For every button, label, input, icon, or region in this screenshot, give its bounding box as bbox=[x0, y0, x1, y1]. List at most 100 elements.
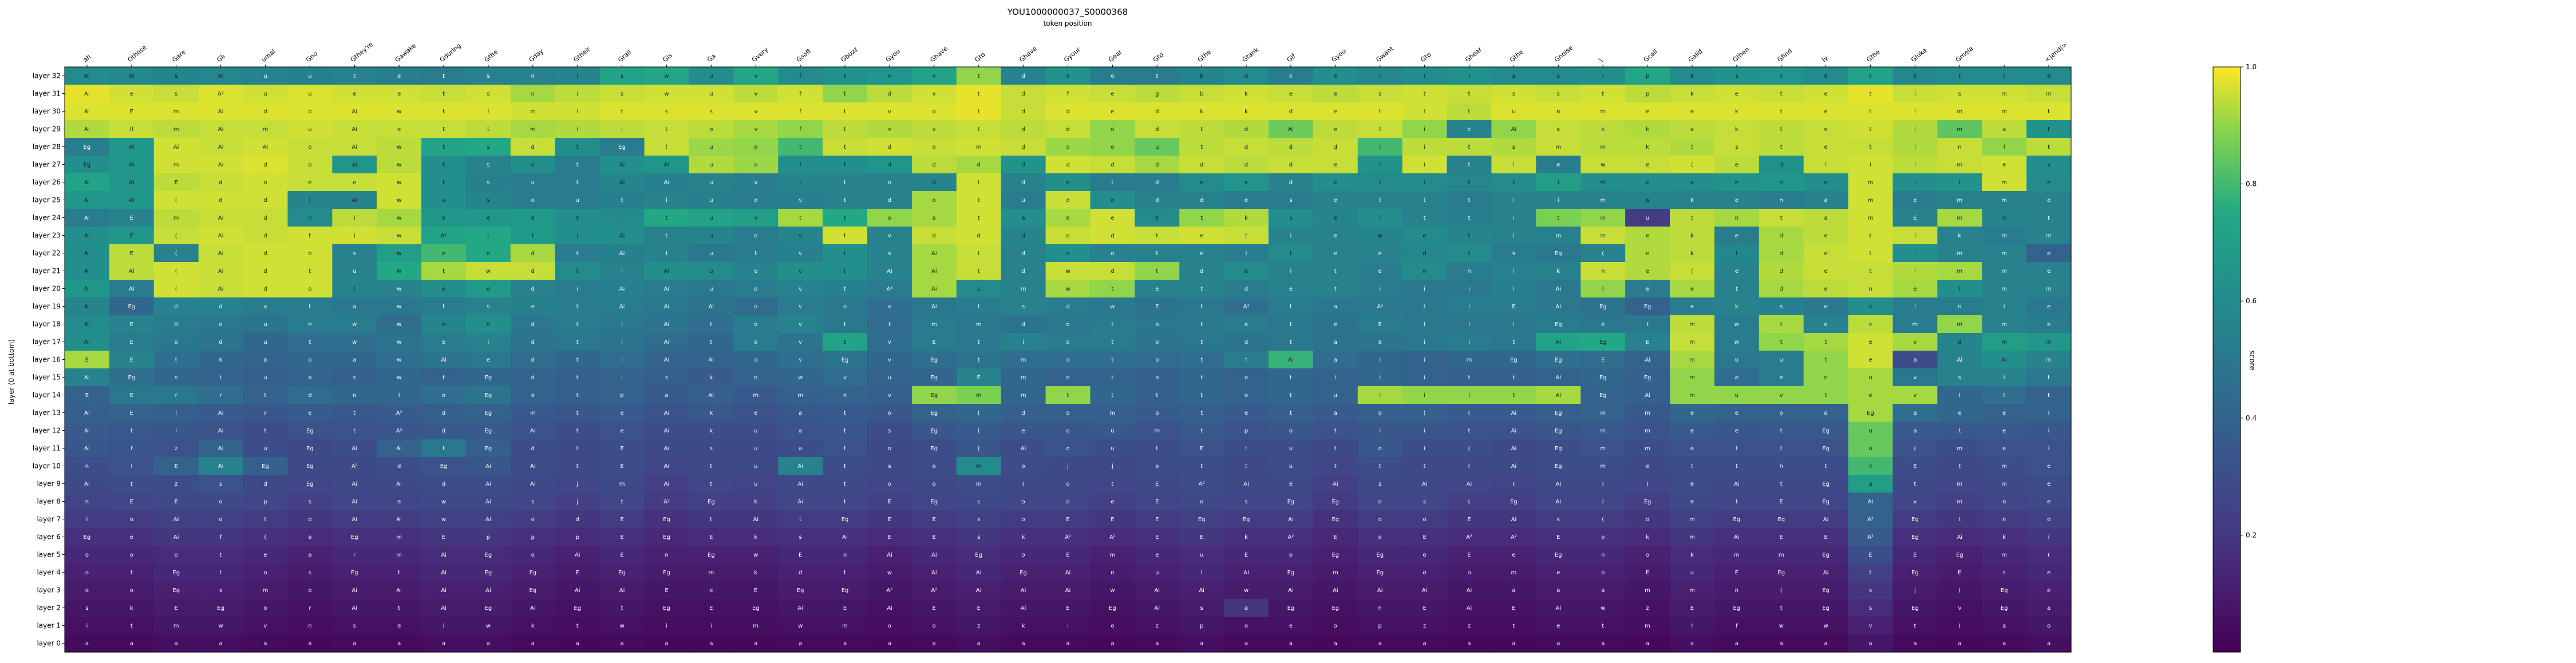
heatmap-cell-label: Ai bbox=[976, 587, 982, 594]
heatmap-cell bbox=[1625, 156, 1670, 174]
heatmap-cell bbox=[555, 563, 600, 582]
heatmap-cell bbox=[377, 475, 422, 493]
heatmap-cell-label: d bbox=[1289, 144, 1293, 150]
heatmap-cell bbox=[956, 85, 1002, 103]
heatmap-cell bbox=[198, 493, 244, 511]
heatmap-cell-label: ( bbox=[978, 410, 980, 416]
heatmap-cell bbox=[1090, 457, 1135, 475]
heatmap-cell bbox=[1848, 262, 1894, 280]
heatmap-cell bbox=[153, 457, 199, 475]
heatmap-cell-label: m bbox=[2001, 91, 2007, 97]
heatmap-cell bbox=[644, 581, 690, 600]
heatmap-cell bbox=[1803, 297, 1849, 316]
heatmap-cell-label: Ai bbox=[709, 392, 714, 399]
heatmap-cell bbox=[1045, 599, 1091, 617]
heatmap-cell-label: w bbox=[1378, 233, 1382, 239]
heatmap-cell bbox=[689, 617, 734, 635]
heatmap-cell bbox=[109, 439, 155, 458]
heatmap-cell bbox=[287, 528, 333, 546]
heatmap-cell bbox=[153, 510, 199, 529]
heatmap-cell bbox=[1937, 120, 1982, 138]
heatmap-cell-label: d bbox=[219, 304, 222, 310]
heatmap-cell bbox=[1313, 404, 1358, 422]
heatmap-cell bbox=[1848, 138, 1894, 156]
heatmap-cell-label: s bbox=[665, 375, 668, 381]
heatmap-cell bbox=[466, 457, 511, 475]
heatmap-cell bbox=[243, 510, 289, 529]
heatmap-cell bbox=[555, 493, 600, 511]
heatmap-cell bbox=[1001, 386, 1046, 404]
heatmap-cell-label: v bbox=[1913, 375, 1917, 381]
heatmap-cell bbox=[1625, 368, 1670, 387]
heatmap-cell-label: Eg bbox=[930, 446, 938, 452]
heatmap-cell bbox=[243, 351, 289, 369]
heatmap-cell-label: t bbox=[1111, 392, 1113, 399]
x-tick-label: Gto bbox=[1152, 51, 1165, 64]
heatmap-cell bbox=[1759, 634, 1804, 653]
heatmap-cell-label: a bbox=[1289, 641, 1293, 647]
heatmap-cell-label: t bbox=[1736, 286, 1738, 292]
heatmap-cell-label: t bbox=[1200, 144, 1203, 150]
heatmap-cell-label: a bbox=[1690, 126, 1694, 133]
heatmap-cell bbox=[1982, 85, 2027, 103]
heatmap-cell-label: t bbox=[666, 126, 668, 133]
heatmap-cell-label: a bbox=[353, 641, 356, 647]
heatmap-cell-label: v bbox=[754, 109, 757, 115]
heatmap-cell-label: ( bbox=[175, 251, 177, 257]
heatmap-cell-label: m bbox=[1645, 410, 1650, 416]
heatmap-cell bbox=[1893, 227, 1938, 245]
heatmap-cell bbox=[109, 617, 155, 635]
heatmap-cell-label: t bbox=[1379, 109, 1381, 115]
heatmap-cell-label: Ai bbox=[485, 499, 491, 505]
heatmap-cell bbox=[1937, 510, 1982, 529]
heatmap-cell-label: Ai bbox=[931, 570, 937, 576]
heatmap-cell bbox=[153, 581, 199, 600]
heatmap-cell bbox=[1581, 634, 1626, 653]
heatmap-cell-label: ( bbox=[1468, 410, 1471, 416]
heatmap-cell-label: i bbox=[1424, 446, 1425, 452]
heatmap-cell bbox=[1848, 617, 1894, 635]
heatmap-cell bbox=[1714, 493, 1760, 511]
heatmap-cell-label: l bbox=[1914, 162, 1916, 168]
heatmap-cell bbox=[1224, 634, 1269, 653]
heatmap-cell-label: u bbox=[888, 375, 891, 381]
heatmap-cell-label: Eg bbox=[1777, 517, 1785, 523]
heatmap-cell bbox=[778, 493, 823, 511]
heatmap-cell bbox=[2026, 191, 2072, 209]
heatmap-cell bbox=[644, 528, 690, 546]
heatmap-cell-label: t bbox=[1290, 410, 1292, 416]
heatmap-cell-label: i bbox=[354, 233, 355, 239]
heatmap-cell bbox=[109, 599, 155, 617]
heatmap-cell bbox=[911, 422, 957, 440]
heatmap-cell-label: Eg bbox=[84, 144, 91, 150]
heatmap-cell-label: t bbox=[1958, 463, 1961, 470]
heatmap-cell-label: u bbox=[754, 481, 757, 487]
heatmap-cell bbox=[1135, 457, 1180, 475]
heatmap-cell bbox=[1447, 404, 1492, 422]
heatmap-cell-label: o bbox=[1467, 570, 1471, 576]
heatmap-cell bbox=[1402, 67, 1448, 85]
heatmap-cell-label: d bbox=[1111, 233, 1114, 239]
heatmap-cell bbox=[109, 156, 155, 174]
heatmap-cell bbox=[1759, 85, 1804, 103]
heatmap-cell-label: d bbox=[1200, 162, 1203, 168]
x-tick-label: Gnoise bbox=[1553, 44, 1574, 63]
heatmap-cell bbox=[1625, 227, 1670, 245]
heatmap-cell bbox=[332, 280, 377, 298]
heatmap-cell bbox=[2026, 617, 2072, 635]
heatmap-cell bbox=[1491, 617, 1536, 635]
heatmap-cell bbox=[243, 191, 289, 209]
heatmap-cell-label: t bbox=[1200, 126, 1203, 133]
heatmap-cell-label: Ai bbox=[1377, 587, 1383, 594]
heatmap-cell bbox=[733, 351, 779, 369]
heatmap-cell-label: Eg bbox=[306, 428, 314, 434]
heatmap-cell-label: m bbox=[1600, 233, 1606, 239]
heatmap-cell-label: s bbox=[175, 73, 177, 80]
heatmap-cell bbox=[1714, 138, 1760, 156]
heatmap-cell bbox=[1447, 102, 1492, 121]
heatmap-cell bbox=[599, 191, 645, 209]
heatmap-cell bbox=[1045, 227, 1091, 245]
heatmap-cell bbox=[644, 315, 690, 334]
heatmap-cell-label: o bbox=[888, 215, 891, 221]
heatmap-cell-label: m bbox=[1600, 180, 1606, 186]
